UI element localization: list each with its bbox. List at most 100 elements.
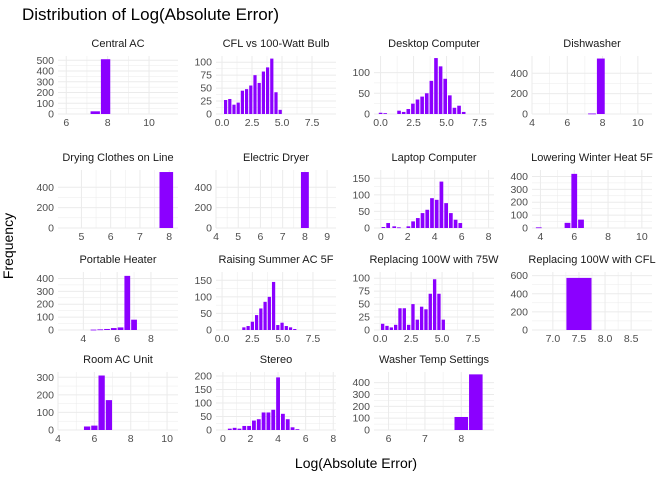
x-tick-label: 0.0 [215, 333, 230, 345]
x-tick-label: 2.5 [245, 333, 260, 345]
y-tick-label: 0 [206, 325, 212, 337]
x-tick-label: 7.5 [306, 333, 321, 345]
x-tick-label: 10 [636, 231, 648, 243]
x-tick-label: 7 [280, 231, 286, 243]
y-tick-label: 0 [48, 325, 54, 337]
x-tick-label: 6 [303, 433, 309, 445]
x-tick-label: 5.0 [439, 117, 454, 129]
x-tick-label: 8 [330, 433, 336, 445]
y-tick-label: 300 [36, 76, 54, 88]
y-tick-label: 0 [48, 223, 54, 235]
x-tick-label: 5 [78, 231, 84, 243]
x-tick-label: 2 [248, 433, 254, 445]
x-tick-label: 8 [148, 333, 154, 345]
y-tick-label: 25 [358, 312, 370, 324]
facet-title: Desktop Computer [388, 38, 480, 50]
histogram-bar [249, 85, 253, 114]
y-tick-label: 400 [510, 68, 528, 80]
histogram-bar [232, 104, 236, 114]
histogram-bar [267, 296, 271, 330]
x-tick-label: 6 [114, 333, 120, 345]
x-tick-label: 7.5 [305, 117, 320, 129]
facet-title: Electric Dryer [243, 152, 309, 164]
histogram-bar [256, 419, 261, 430]
facet-title: Replacing 100W with CFL [528, 254, 655, 266]
histogram-bar [452, 107, 457, 114]
histogram-bar [411, 304, 415, 330]
histogram-bar [242, 425, 247, 430]
histogram-bar [90, 329, 97, 331]
facet-title: Central AC [91, 38, 144, 50]
x-tick-label: 4 [538, 231, 544, 243]
facet-title: Laptop Computer [392, 152, 477, 164]
y-tick-label: 0 [522, 223, 528, 235]
y-tick-label: 100 [510, 210, 528, 222]
y-tick-label: 100 [194, 291, 212, 303]
histogram-bar [415, 99, 420, 114]
x-tick-label: 10 [632, 117, 644, 129]
histogram-bar [438, 66, 443, 114]
x-tick-label: 6 [63, 117, 69, 129]
histogram-bar [245, 89, 249, 114]
histogram-bar [276, 377, 280, 430]
x-tick-label: 8 [128, 433, 134, 445]
histogram-bar [117, 327, 124, 330]
x-tick-label: 6 [258, 231, 264, 243]
x-tick-label: 5.0 [275, 117, 290, 129]
histogram-bar [242, 327, 246, 330]
histogram-bar [420, 213, 425, 228]
y-tick-label: 400 [36, 66, 54, 78]
histogram-bar [380, 323, 385, 330]
histogram-bar [285, 419, 290, 430]
y-tick-label: 150 [194, 384, 212, 396]
y-tick-label: 100 [352, 413, 370, 425]
facet-panel: Replacing 100W with 75W 0.0 2.5 5.0 7.5 02550… [352, 254, 499, 345]
histogram-bar [424, 309, 428, 330]
histogram-bar [83, 426, 91, 430]
y-tick-label: 200 [510, 197, 528, 209]
y-tick-label: 400 [36, 182, 54, 194]
histogram-bar [461, 111, 466, 114]
y-tick-label: 100 [352, 189, 370, 201]
y-tick-label: 25 [200, 96, 212, 108]
y-tick-label: 200 [510, 306, 528, 318]
y-tick-label: 50 [200, 411, 212, 423]
x-tick-label: 8 [458, 433, 464, 445]
y-tick-label: 0 [364, 425, 370, 437]
y-tick-label: 0 [206, 223, 212, 235]
y-tick-label: 200 [36, 299, 54, 311]
y-tick-label: 150 [194, 275, 212, 287]
y-tick-label: 400 [352, 377, 370, 389]
histogram-bar [300, 172, 309, 228]
x-tick-label: 10 [143, 117, 155, 129]
facet-title: Raising Summer AC 5F [219, 254, 334, 266]
x-tick-label: 6 [459, 231, 465, 243]
y-tick-label: 50 [358, 206, 370, 218]
histogram-bar [98, 375, 105, 430]
facet-panel: Lowering Winter Heat 5F4 6 8 10010020030040… [510, 152, 653, 243]
y-tick-label: 75 [200, 70, 212, 82]
histogram-bar [90, 111, 100, 114]
histogram-bar [237, 428, 242, 430]
facet-title: Portable Heater [79, 254, 156, 266]
histogram-bar [444, 203, 448, 228]
histogram-bar [415, 319, 419, 330]
x-tick-label: 6 [386, 433, 392, 445]
histogram-bar [392, 226, 397, 228]
x-tick-label: 0 [220, 433, 226, 445]
histogram-bar [131, 319, 137, 330]
histogram-bar [91, 425, 98, 430]
histogram-bar [159, 172, 174, 228]
x-tick-label: 4 [213, 231, 219, 243]
y-tick-label: 100 [194, 57, 212, 69]
x-tick-label: 8.5 [624, 333, 639, 345]
x-tick-label: 7 [137, 231, 143, 243]
y-tick-label: 200 [36, 389, 54, 401]
histogram-bar [432, 279, 437, 330]
histogram-bar [596, 58, 605, 114]
facet-panel: Drying Clothes on Line 5 6 7 8 0 200 400 [36, 152, 178, 243]
histogram-bar [274, 92, 278, 114]
histogram-bar [401, 111, 406, 114]
